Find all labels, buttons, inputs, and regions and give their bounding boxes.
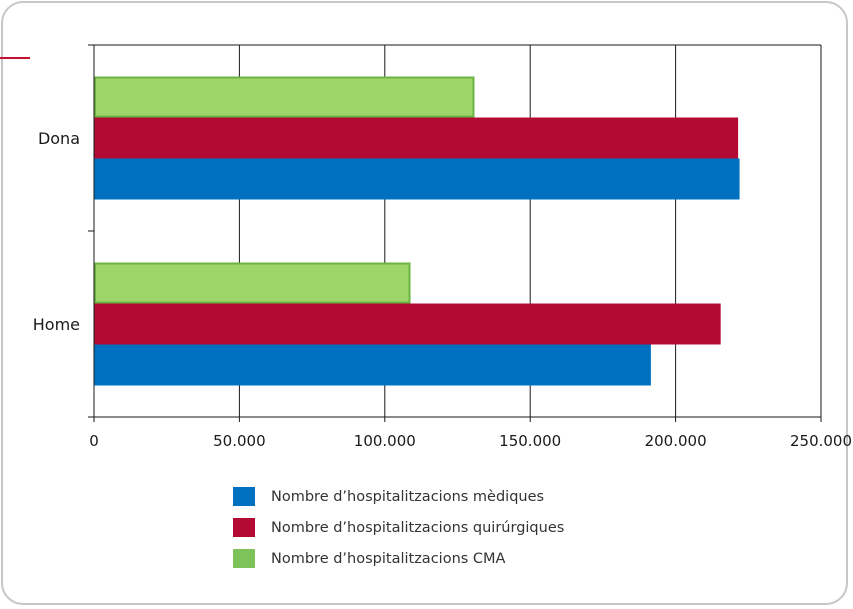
legend-item-mediques: Nombre d’hospitalitzacions mèdiques: [233, 487, 564, 506]
bar-home-1: [94, 303, 721, 345]
bar-dona-1: [94, 117, 739, 159]
x-tick-label: 100.000: [354, 432, 416, 450]
category-label: Dona: [38, 129, 80, 148]
category-label: Home: [33, 315, 80, 334]
legend-item-cma: Nombre d’hospitalitzacions CMA: [233, 549, 564, 568]
bar-home-2: [94, 262, 411, 304]
bars: [94, 76, 740, 386]
legend: Nombre d’hospitalitzacions mèdiques Nomb…: [233, 487, 564, 580]
x-tick-label: 200.000: [645, 432, 707, 450]
legend-swatch-mediques: [233, 487, 255, 506]
x-tick-label: 0: [89, 432, 99, 450]
x-tick-label: 250.000: [790, 432, 852, 450]
bar-home-0: [94, 344, 651, 386]
x-tick-label: 150.000: [499, 432, 561, 450]
axes: [88, 44, 822, 422]
legend-swatch-cma: [233, 549, 255, 568]
legend-swatch-quirurgiques: [233, 518, 255, 537]
legend-label-quirurgiques: Nombre d’hospitalitzacions quirúrgiques: [271, 519, 565, 536]
legend-item-quirurgiques: Nombre d’hospitalitzacions quirúrgiques: [233, 518, 564, 537]
axis-labels: 0 50.000 100.000 150.000 200.000 250.000 Dona H…: [33, 129, 852, 450]
x-tick-label: 50.000: [213, 432, 266, 450]
legend-label-mediques: Nombre d’hospitalitzacions mèdiques: [271, 488, 545, 505]
accent-line: [0, 57, 30, 59]
bar-dona-0: [94, 158, 740, 200]
bar-dona-2: [94, 76, 475, 118]
legend-label-cma: Nombre d’hospitalitzacions CMA: [271, 550, 506, 567]
bar-chart: 0 50.000 100.000 150.000 200.000 250.000 Dona H…: [33, 44, 852, 450]
